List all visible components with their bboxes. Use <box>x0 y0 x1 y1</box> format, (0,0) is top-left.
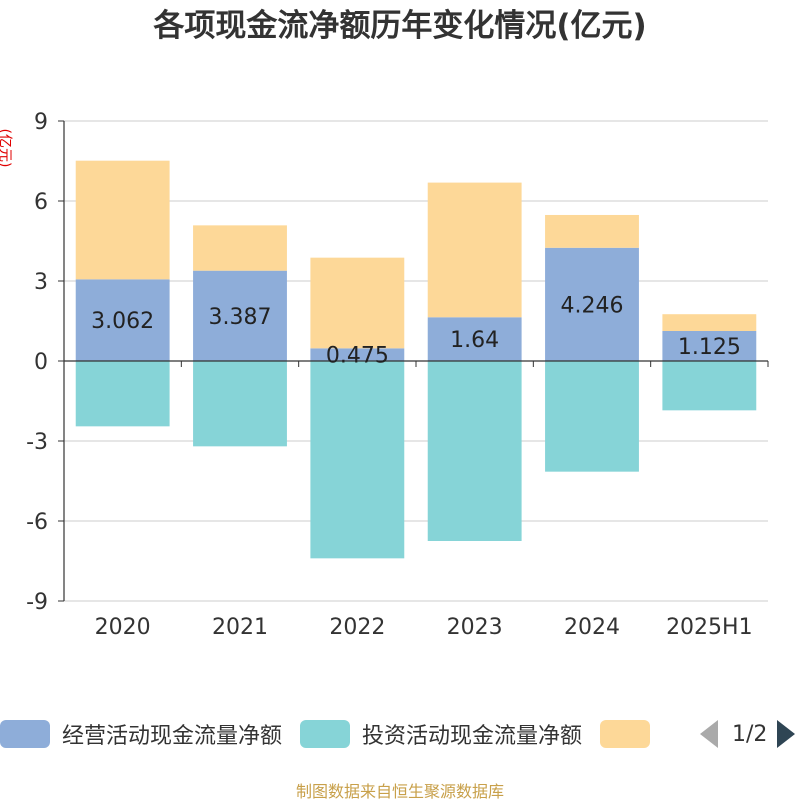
data-label: 1.125 <box>678 335 741 360</box>
x-tick-label: 2024 <box>564 615 620 640</box>
legend-label-investing: 投资活动现金流量净额 <box>362 724 583 749</box>
bar-series-0 <box>310 348 405 361</box>
bar-series-0 <box>662 331 757 361</box>
data-label: 3.387 <box>209 305 272 330</box>
data-label: 3.062 <box>91 309 154 334</box>
y-tick-label: 6 <box>34 190 48 215</box>
bar-series-0 <box>427 317 522 361</box>
data-label: 1.64 <box>450 328 499 353</box>
data-label: 0.475 <box>326 344 389 369</box>
chart-canvas: 9 6 3 0 -3 -6 -9 3.062 3.387 0.475 1.64 4.246 1.125 2… <box>26 110 769 640</box>
data-source-note: 制图数据来自恒生聚源数据库 <box>295 782 504 801</box>
bar-series-2 <box>545 214 639 248</box>
y-tick-label: 3 <box>34 270 48 295</box>
bar-series-1 <box>75 361 170 427</box>
x-tick-label: 2021 <box>212 615 268 640</box>
legend-page-indicator: 1/2 <box>732 721 768 747</box>
y-tick-label: -3 <box>26 430 48 455</box>
bar-series-1 <box>662 361 757 411</box>
legend-label-operating: 经营活动现金流量净额 <box>62 724 283 749</box>
legend-swatch-financing <box>600 720 651 748</box>
y-tick-label: 9 <box>34 110 48 135</box>
next-page-icon[interactable] <box>777 720 796 748</box>
bar-series-0 <box>193 270 287 361</box>
bar-series-1 <box>310 361 405 559</box>
bar-series-0 <box>75 279 170 361</box>
bar-series-2 <box>427 182 522 318</box>
y-tick-label: -6 <box>26 510 48 535</box>
bar-series-2 <box>310 257 405 349</box>
y-tick-label: -9 <box>26 590 48 615</box>
legend: 经营活动现金流量净额 投资活动现金流量净额 <box>0 712 800 756</box>
bar-series-2 <box>75 160 170 280</box>
x-tick-label: 2020 <box>95 615 151 640</box>
y-tick-label: 0 <box>34 350 48 375</box>
x-tick-label: 2023 <box>447 615 503 640</box>
legend-swatch-investing <box>300 720 351 748</box>
legend-item-operating[interactable]: 经营活动现金流量净额 <box>0 718 282 750</box>
x-tick-label: 2022 <box>329 615 385 640</box>
bar-series-1 <box>193 361 287 447</box>
legend-item-financing[interactable] <box>600 720 662 748</box>
bar-series-1 <box>545 361 639 472</box>
bar-series-1 <box>427 361 522 541</box>
previous-page-icon[interactable] <box>700 720 718 748</box>
data-label: 4.246 <box>561 293 624 318</box>
bar-series-2 <box>193 225 287 271</box>
bar-series-0 <box>545 247 639 361</box>
chart-title: 各项现金流净额历年变化情况(亿元) <box>153 8 647 44</box>
legend-item-investing[interactable]: 投资活动现金流量净额 <box>300 718 582 750</box>
legend-swatch-operating <box>0 720 50 748</box>
legend-pager: 1/2 <box>700 712 796 756</box>
bar-series-2 <box>662 314 757 331</box>
x-tick-label: 2025H1 <box>666 615 753 640</box>
